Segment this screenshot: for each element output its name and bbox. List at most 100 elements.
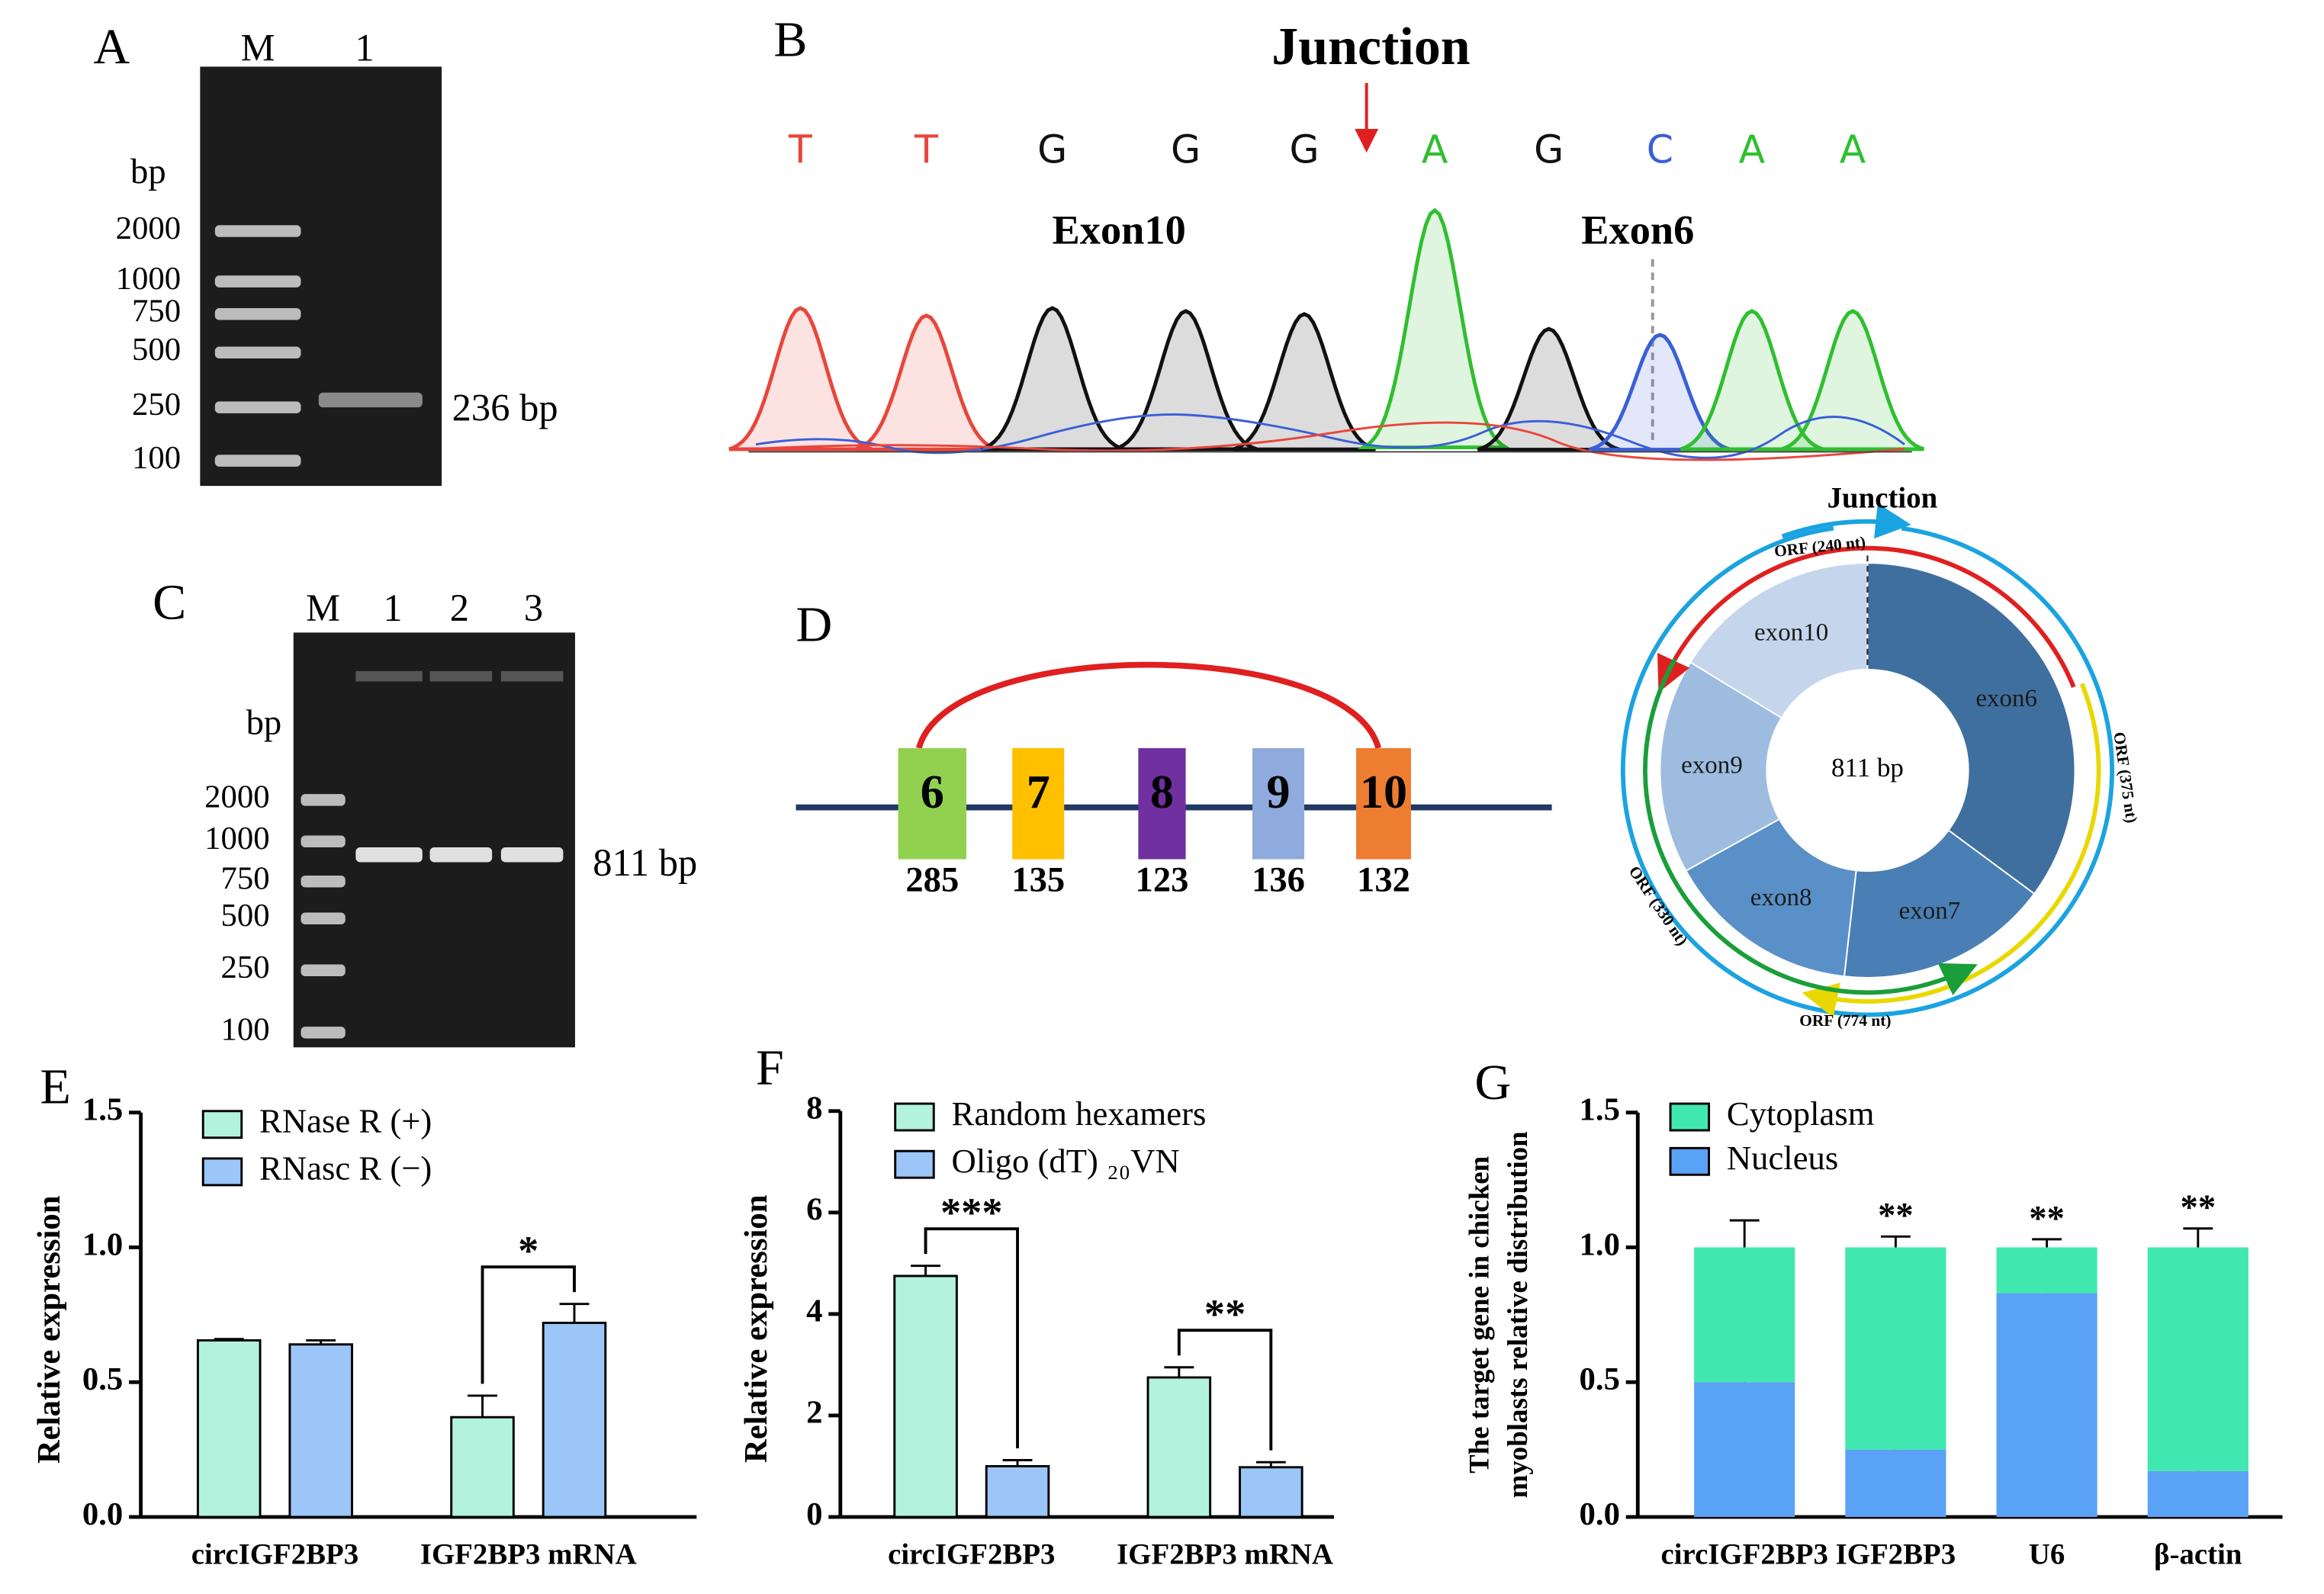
bar-segment (2147, 1470, 2248, 1517)
segment-label: exon10 (1754, 619, 1828, 647)
bar-segment (1996, 1247, 2097, 1294)
panel-label: G (1475, 1055, 1512, 1110)
ladder-band (214, 225, 301, 237)
orf-label: ORF (330 nt) (1625, 863, 1692, 949)
y-axis-label: Relative expression (738, 1194, 774, 1463)
circ-size: 811 bp (1831, 753, 1904, 783)
ladder-band (301, 835, 346, 848)
ladder-label: 500 (132, 332, 181, 368)
significance: ** (2181, 1187, 2216, 1227)
y-tick-label: 0 (806, 1496, 822, 1532)
base-call: C (1647, 127, 1673, 172)
exon-number: 6 (921, 766, 944, 818)
ladder-band (301, 875, 346, 888)
exon-box (1138, 747, 1186, 860)
lane-label: M (241, 27, 275, 69)
base-call: G (1037, 127, 1067, 172)
legend-swatch (894, 1149, 935, 1179)
significance: ** (2029, 1198, 2065, 1238)
exon-box (1252, 747, 1305, 860)
ladder-band (214, 308, 301, 320)
sample-band (318, 392, 423, 408)
ladder-label: 500 (221, 898, 270, 934)
exon-segment (1689, 562, 1869, 719)
bar-segment (1845, 1247, 1946, 1450)
peak (1477, 326, 1621, 452)
bar (196, 1339, 262, 1518)
legend-swatch (894, 1102, 935, 1132)
exon-number: 8 (1150, 766, 1174, 818)
bar (985, 1465, 1050, 1518)
exon-box (1356, 747, 1411, 860)
legend-label: RNase R (+) (259, 1102, 432, 1140)
y-axis-label: Relative expression (31, 1195, 67, 1464)
ladder-band (214, 346, 301, 359)
y-tick-label: 4 (806, 1294, 822, 1329)
exon-box (898, 747, 966, 860)
exon-length: 285 (905, 860, 959, 899)
x-tick-label: circIGF2BP3 (1660, 1538, 1827, 1570)
bar (1146, 1376, 1212, 1518)
chromatogram (728, 207, 1925, 461)
significance: ** (1204, 1291, 1246, 1337)
peak (1680, 309, 1824, 452)
well-band (429, 670, 493, 682)
ladder-band (214, 455, 301, 467)
x-tick-label: circIGF2BP3 (888, 1538, 1055, 1570)
panel-label: A (93, 19, 130, 75)
ladder-band (214, 275, 301, 288)
peak (1357, 207, 1512, 450)
y-tick-label: 0.0 (1580, 1496, 1620, 1532)
bar-segment (1694, 1247, 1795, 1383)
segment-label: exon7 (1899, 898, 1961, 925)
y-tick-label: 0.5 (1580, 1361, 1620, 1397)
lane-label: 1 (355, 27, 374, 69)
lane-label: 2 (450, 587, 469, 629)
legend-label: Oligo (dT) ₂₀VN (952, 1142, 1180, 1180)
x-tick-label: U6 (2029, 1538, 2065, 1570)
peak (728, 306, 873, 452)
panel-label: B (773, 11, 807, 67)
bar-segment (2147, 1247, 2248, 1471)
ladder-label: 2000 (116, 210, 181, 246)
ladder-band (301, 794, 346, 806)
x-tick-label: IGF2BP3 mRNA (420, 1538, 637, 1570)
exon-number: 7 (1027, 766, 1050, 818)
base-call: G (1534, 127, 1564, 172)
segment-label: exon8 (1750, 884, 1812, 911)
exon-length: 132 (1357, 860, 1410, 899)
ladder-band (301, 964, 346, 977)
ladder-label: 1000 (204, 821, 269, 856)
ladder-label: 750 (132, 294, 181, 329)
band-label: 811 bp (593, 841, 697, 884)
y-tick-label: 1.5 (82, 1092, 123, 1128)
y-axis-label: myoblasts relative distribution (1502, 1131, 1533, 1498)
exon-segment (1866, 562, 2076, 895)
ladder-label: 2000 (204, 779, 269, 815)
base-call: T (788, 127, 812, 172)
exon-label: Exon6 (1581, 207, 1694, 252)
significance-bracket (481, 1265, 576, 1384)
panel-label: E (40, 1059, 70, 1115)
ladder-label: 100 (221, 1012, 270, 1048)
y-tick-label: 8 (806, 1091, 822, 1126)
peak (1780, 309, 1925, 452)
exon-box (1012, 747, 1065, 860)
lane-label: 1 (383, 587, 402, 629)
bar (288, 1343, 353, 1518)
x-tick-label: IGF2BP3 mRNA (1117, 1538, 1333, 1570)
orf-arc (1657, 545, 2076, 693)
exon-number: 10 (1360, 766, 1407, 818)
ladder-band (301, 912, 346, 925)
bar (450, 1416, 515, 1518)
lane-label: 3 (524, 587, 543, 629)
bar-segment (1996, 1293, 2097, 1517)
panel-label: C (153, 575, 186, 631)
base-call: A (1739, 127, 1766, 172)
orf-label: ORF (375 nt) (2110, 731, 2141, 824)
peak (1114, 309, 1258, 452)
ladder-label: 750 (221, 861, 270, 897)
backsplice-arc (916, 661, 1381, 749)
